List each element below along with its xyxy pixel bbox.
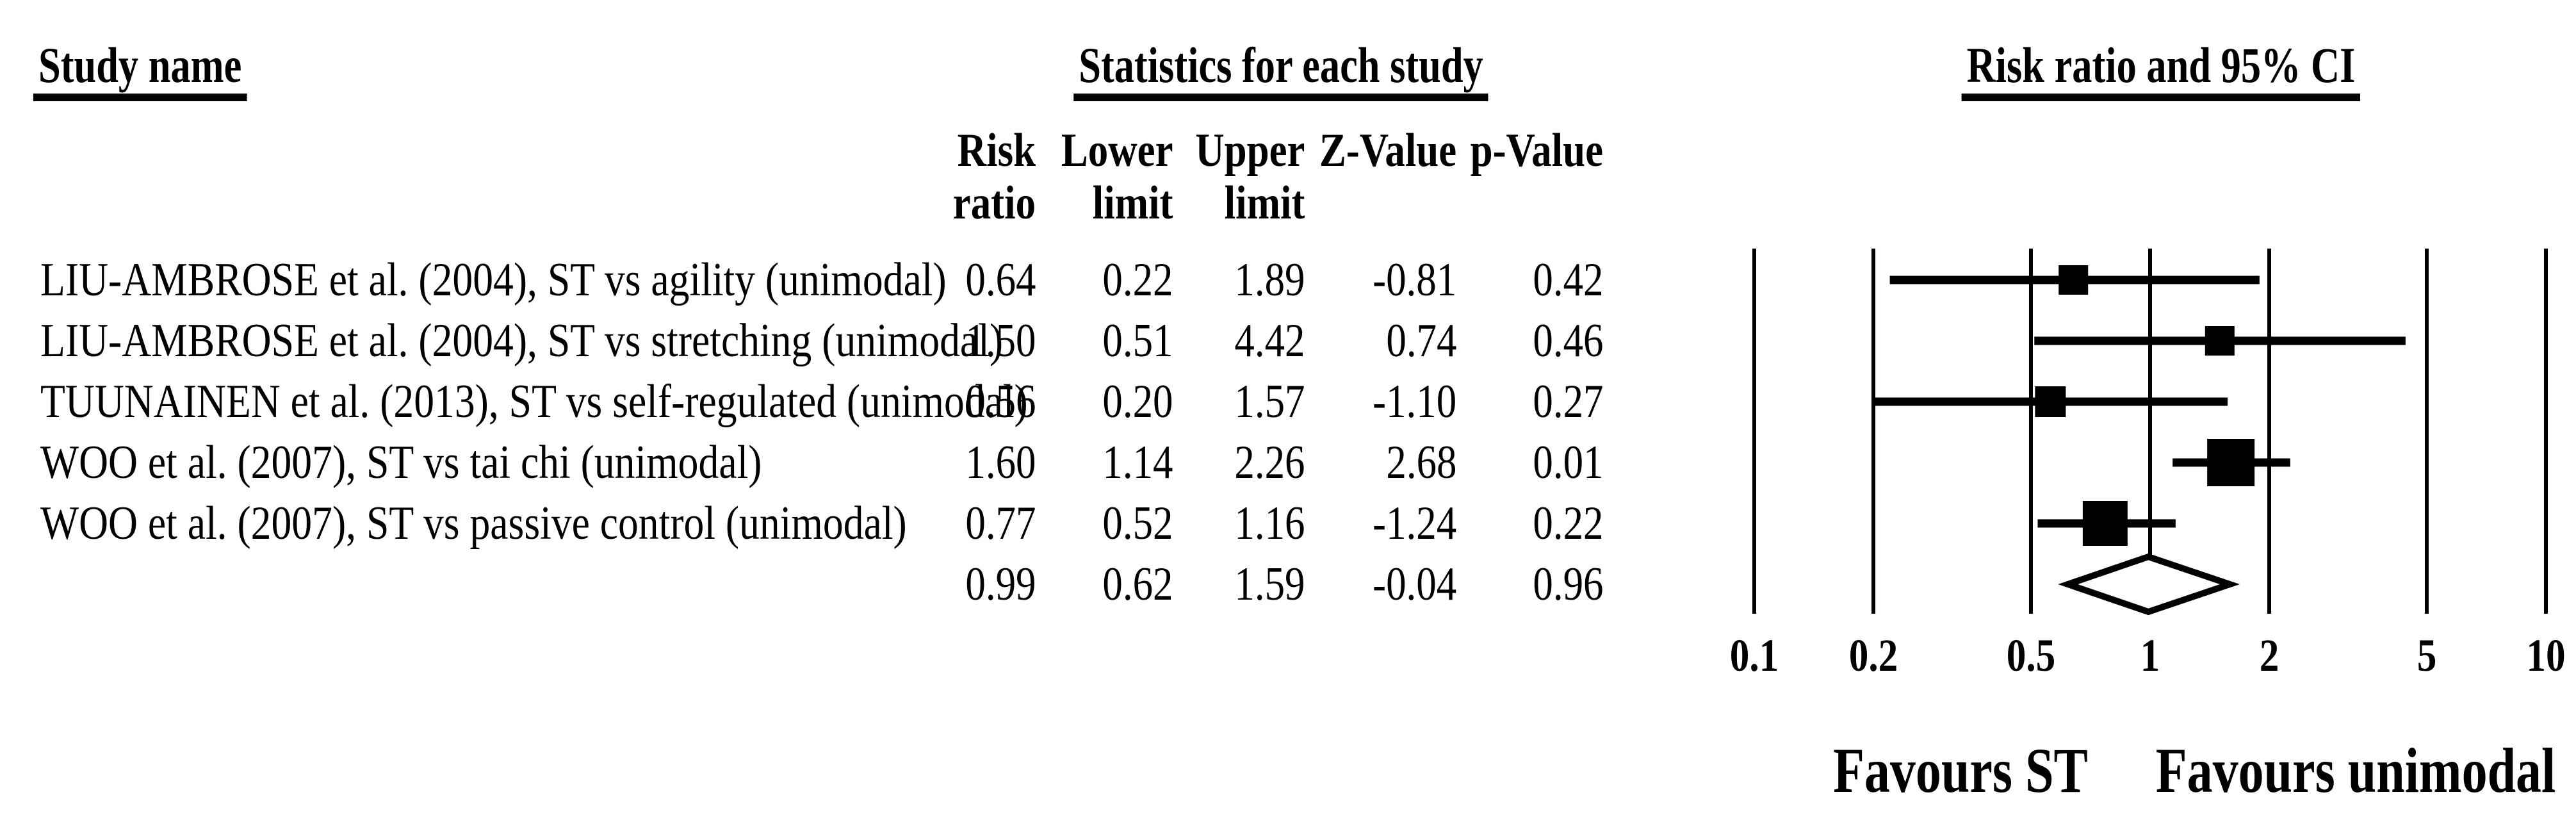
column-header-line1: Upper [1194,124,1305,177]
p-value-cell: 0.27 [1532,375,1603,428]
effect-size-square [2058,265,2089,295]
effect-size-square [2205,326,2235,356]
column-header-line2: Z-Value [1319,124,1456,177]
column-header: Risk ratio [953,124,1036,229]
z-value-cell: -0.81 [1372,254,1456,306]
lower-limit-cell: 0.62 [1102,558,1173,611]
column-header: p-Value [1471,124,1603,177]
upper-limit-cell: 1.89 [1234,254,1305,306]
upper-limit-cell: 2.26 [1234,436,1305,489]
summary-diamond [2058,553,2240,616]
lower-limit-cell: 0.22 [1102,254,1173,306]
lower-limit-cell: 1.14 [1102,436,1173,489]
risk-ratio-cell: 1.50 [965,315,1036,367]
x-axis-tick-label: 10 [2526,630,2566,681]
p-value-cell: 0.96 [1532,558,1603,611]
risk-ratio-cell: 0.77 [965,497,1036,550]
risk-ratio-cell: 1.60 [965,436,1036,489]
study-name: WOO et al. (2007), ST vs tai chi (unimod… [40,436,762,489]
effect-size-square [2035,386,2066,417]
z-value-cell: 0.74 [1385,315,1456,367]
study-name: LIU-AMBROSE et al. (2004), ST vs agility… [40,254,947,306]
column-header-line2: ratio [952,177,1036,229]
upper-limit-cell: 4.42 [1234,315,1305,367]
z-value-cell: -1.24 [1372,497,1456,550]
p-value-cell: 0.46 [1532,315,1603,367]
study-name-column-header: Study name [33,40,247,101]
x-axis-tick-label: 0.2 [1848,630,1898,681]
column-header: Upper limit [1195,124,1305,229]
column-header-line2: p-Value [1470,124,1603,177]
x-axis-tick-label: 1 [2140,630,2160,681]
effect-size-square [2207,439,2255,486]
x-axis-tick-label: 5 [2417,630,2437,681]
p-value-cell: 0.01 [1532,436,1603,489]
column-header-line1: Risk [957,124,1036,177]
column-header: Z-Value [1319,124,1456,177]
x-axis-tick-label: 0.1 [1729,630,1779,681]
upper-limit-cell: 1.57 [1234,375,1305,428]
study-name: WOO et al. (2007), ST vs passive control… [40,497,907,550]
x-axis-tick-label: 0.5 [2006,630,2056,681]
upper-limit-cell: 1.59 [1234,558,1305,611]
z-value-cell: -0.04 [1372,558,1456,611]
z-value-cell: -1.10 [1372,375,1456,428]
p-value-cell: 0.22 [1532,497,1603,550]
column-header: Lower limit [1061,124,1173,229]
favours-left-label: Favours ST [1833,735,2088,806]
column-header-line2: limit [1092,177,1173,229]
lower-limit-cell: 0.52 [1102,497,1173,550]
lower-limit-cell: 0.51 [1102,315,1173,367]
risk-ratio-cell: 0.56 [965,375,1036,428]
risk-ratio-ci-section-header: Risk ratio and 95% CI [1961,40,2361,101]
effect-size-square [2082,501,2128,546]
column-header-line2: limit [1224,177,1305,229]
x-axis-tick-label: 2 [2259,630,2279,681]
risk-ratio-cell: 0.99 [965,558,1036,611]
study-name: LIU-AMBROSE et al. (2004), ST vs stretch… [40,315,1004,367]
lower-limit-cell: 0.20 [1102,375,1173,428]
risk-ratio-cell: 0.64 [965,254,1036,306]
study-name: TUUNAINEN et al. (2013), ST vs self-regu… [40,375,1028,428]
favours-right-label: Favours unimodal [2155,735,2556,806]
statistics-section-header: Statistics for each study [1073,40,1488,101]
p-value-cell: 0.42 [1532,254,1603,306]
z-value-cell: 2.68 [1385,436,1456,489]
upper-limit-cell: 1.16 [1234,497,1305,550]
column-header-line1: Lower [1061,124,1173,177]
